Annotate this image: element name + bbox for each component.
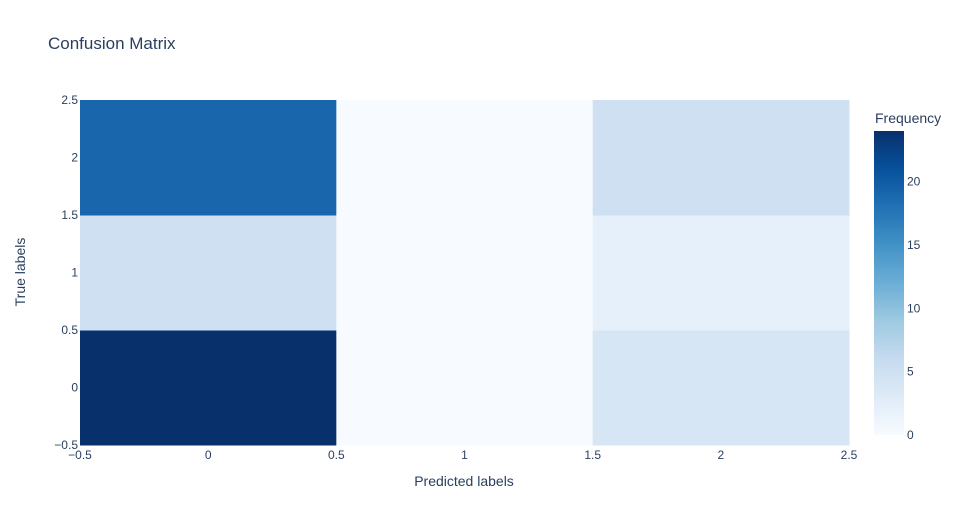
heatmap-cell <box>80 330 337 446</box>
colorbar-title: Frequency <box>875 110 941 126</box>
heatmap-cell <box>336 215 594 331</box>
y-tick-label: 0 <box>71 381 78 395</box>
y-tick-label: 1 <box>71 266 78 280</box>
y-axis-label: True labels <box>12 238 28 307</box>
colorbar-tick-label: 0 <box>907 428 914 442</box>
y-axis-ticks: −0.5 0 0.5 1 1.5 2 2.5 <box>54 93 78 452</box>
heatmap-cell <box>336 100 594 216</box>
y-tick-label: 2.5 <box>61 93 78 107</box>
chart-title: Confusion Matrix <box>48 34 176 53</box>
colorbar <box>874 131 904 435</box>
colorbar-tick-label: 10 <box>907 301 921 315</box>
y-tick-label: 0.5 <box>61 323 78 337</box>
y-tick-label: 2 <box>71 151 78 165</box>
heatmap-cell <box>592 100 850 216</box>
x-axis-label: Predicted labels <box>414 473 514 489</box>
x-axis-ticks: −0.5 0 0.5 1 1.5 2 2.5 <box>68 448 858 462</box>
heatmap-cell <box>336 330 594 446</box>
colorbar-tick-label: 5 <box>907 365 914 379</box>
heatmap-cell <box>80 215 337 331</box>
x-tick-label: 1 <box>461 448 468 462</box>
x-tick-label: 1.5 <box>584 448 601 462</box>
x-tick-label: 0.5 <box>328 448 345 462</box>
colorbar-tick-label: 20 <box>907 175 921 189</box>
y-tick-label: −0.5 <box>54 438 78 452</box>
x-tick-label: 2 <box>717 448 724 462</box>
x-tick-label: 2.5 <box>841 448 858 462</box>
colorbar-ticks: 0 5 10 15 20 <box>907 175 921 442</box>
heatmap-cell <box>80 100 337 216</box>
colorbar-tick-label: 15 <box>907 238 921 252</box>
x-tick-label: −0.5 <box>68 448 92 462</box>
heatmap-cell <box>592 215 850 331</box>
heatmap-cell <box>592 330 850 446</box>
heatmap-cells <box>80 100 850 446</box>
y-tick-label: 1.5 <box>61 208 78 222</box>
x-tick-label: 0 <box>205 448 212 462</box>
